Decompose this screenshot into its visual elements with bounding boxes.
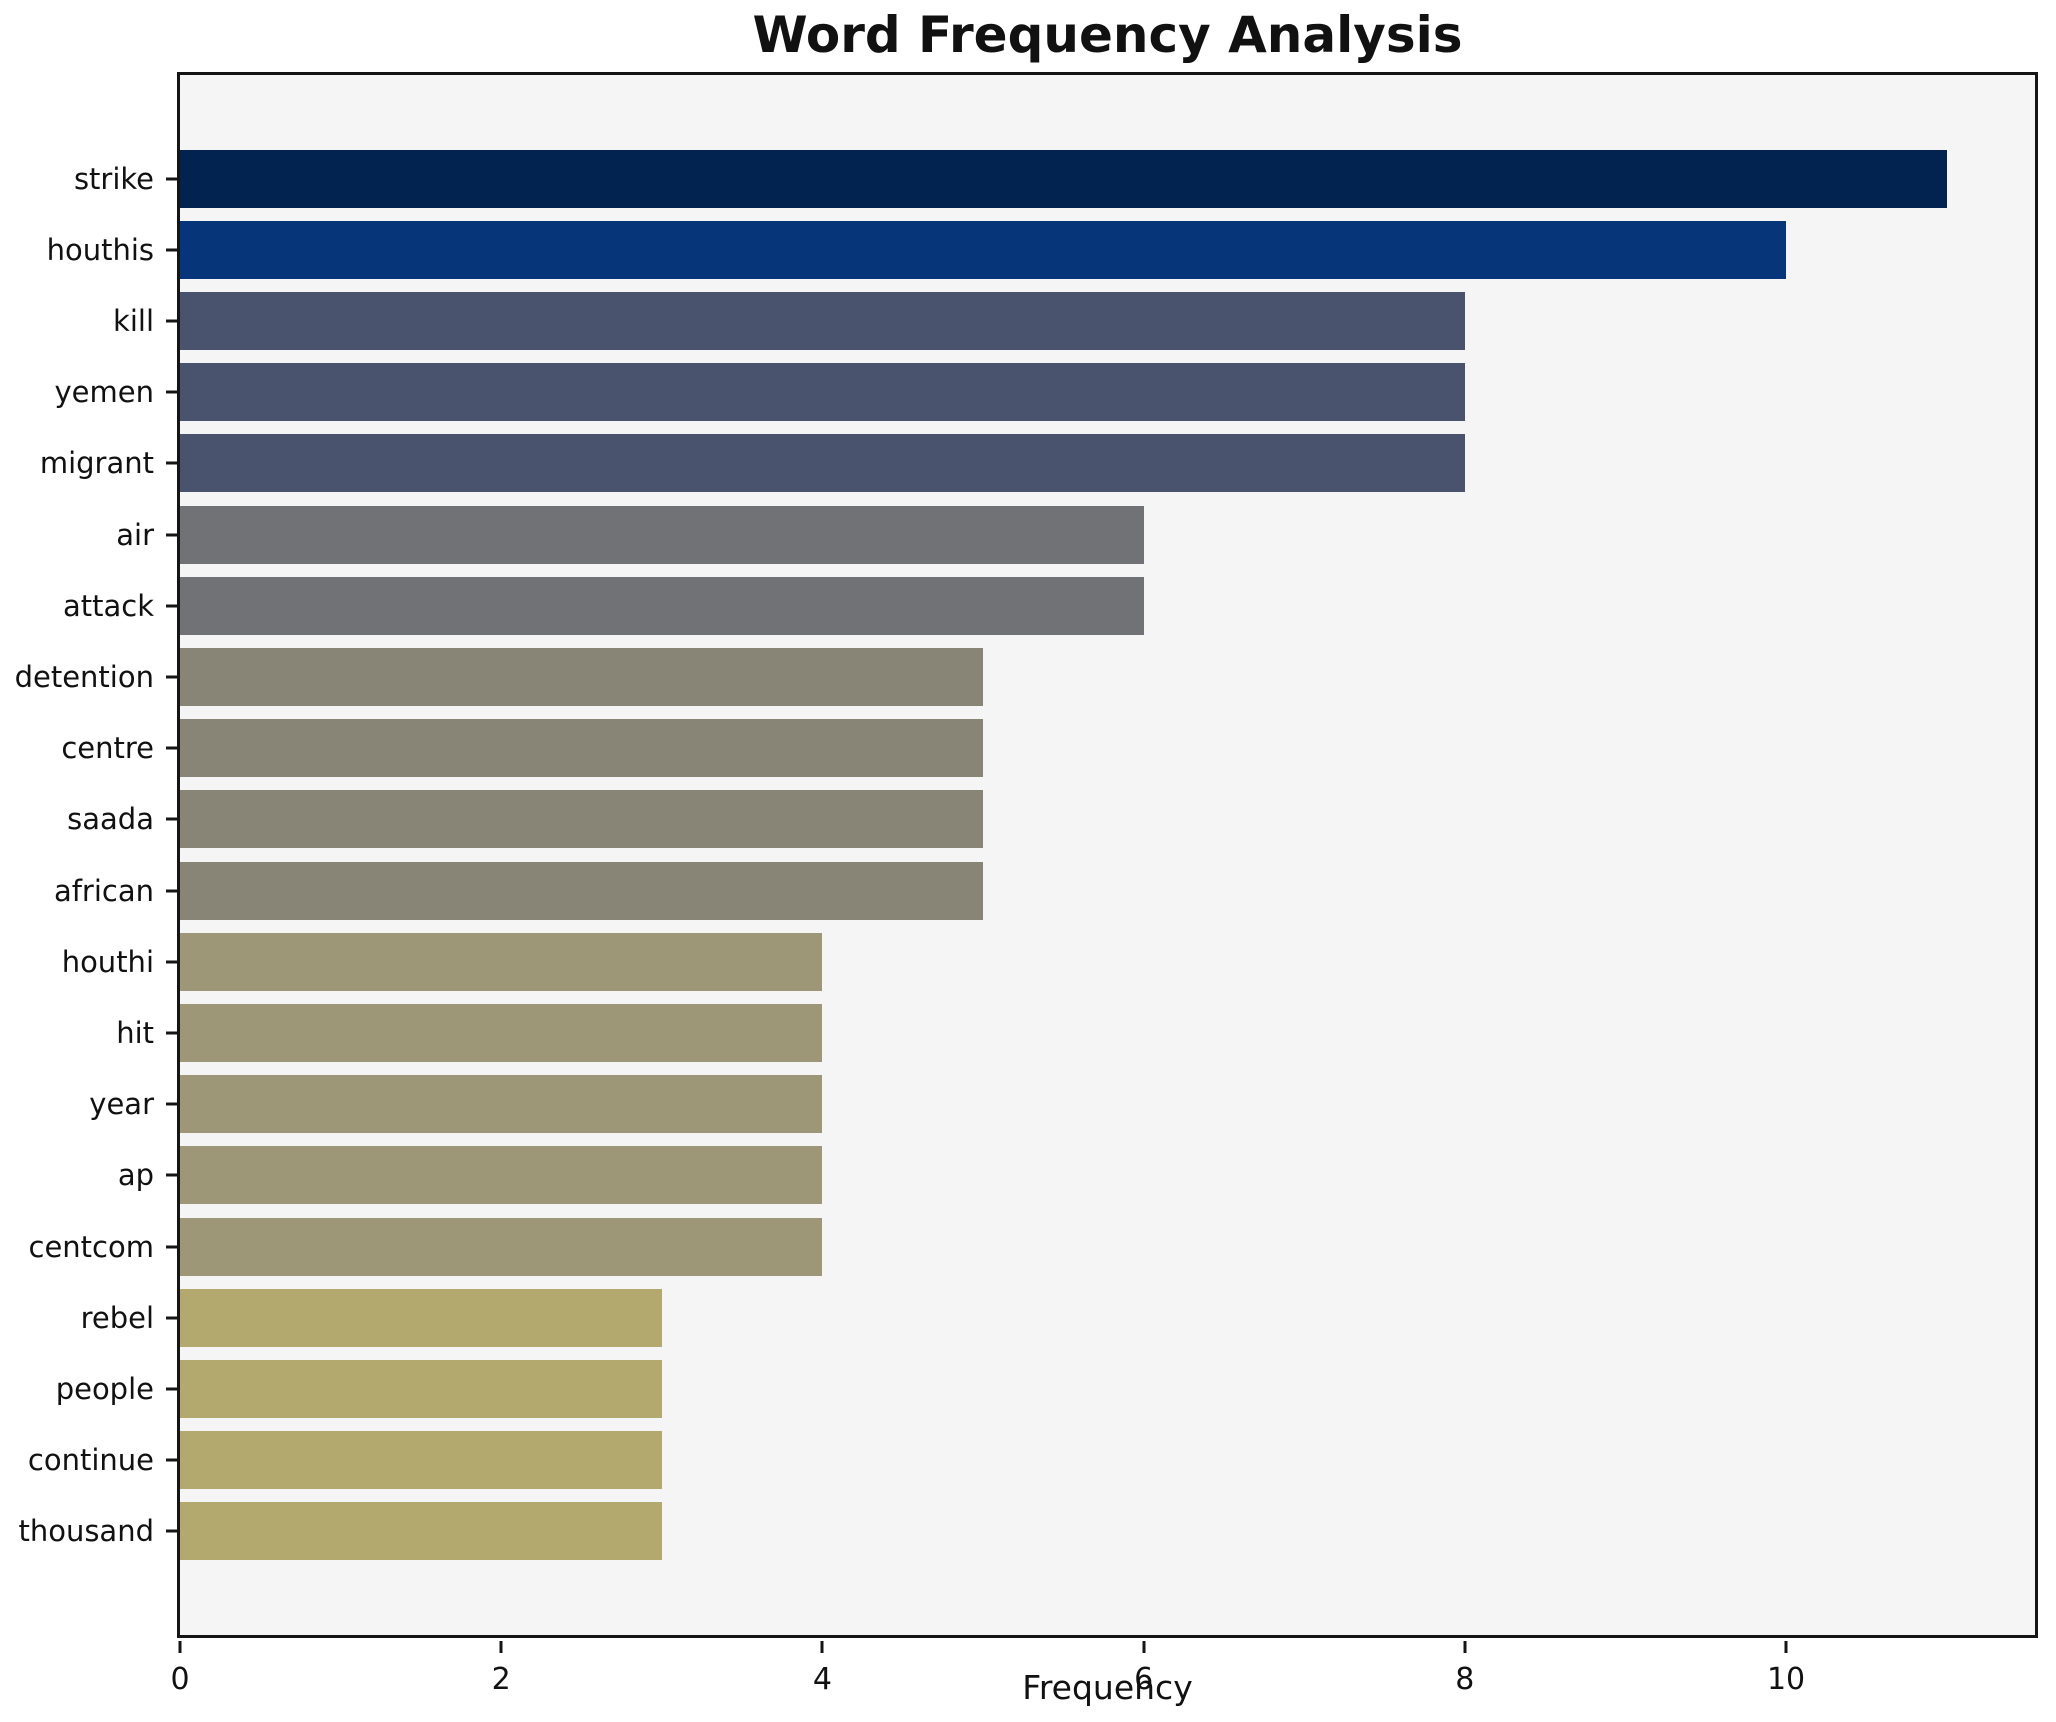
y-tick-label: houthi — [61, 944, 154, 979]
y-tick-label: strike — [73, 161, 154, 196]
bar — [180, 363, 1465, 422]
bar — [180, 1288, 662, 1347]
y-tick-mark — [166, 248, 177, 252]
y-tick-mark — [166, 177, 177, 181]
x-tick-mark — [1142, 1641, 1146, 1653]
x-tick-label: 6 — [1134, 1662, 1154, 1697]
y-tick-mark — [166, 817, 177, 821]
bar-row: hit — [116, 997, 2035, 1068]
bar-row: houthi — [62, 926, 2035, 997]
bar — [180, 1146, 823, 1205]
bar-row: people — [56, 1353, 2035, 1424]
y-tick-label: migrant — [39, 446, 154, 481]
y-tick-mark — [166, 746, 177, 750]
y-tick-mark — [166, 1458, 177, 1462]
bar — [180, 790, 984, 849]
bar-row: centre — [61, 713, 2035, 784]
y-tick-label: kill — [113, 304, 154, 338]
y-tick-mark — [166, 675, 177, 679]
y-tick-label: attack — [62, 588, 154, 623]
y-tick-mark — [166, 604, 177, 608]
bar — [180, 1217, 823, 1276]
bar-row: migrant — [40, 428, 2035, 499]
bar — [180, 648, 984, 707]
y-tick-mark — [166, 1173, 177, 1177]
x-tick-label: 10 — [1766, 1662, 1806, 1697]
y-tick-label: air — [116, 517, 154, 552]
y-tick-mark — [166, 461, 177, 465]
x-tick-label: 8 — [1455, 1662, 1475, 1697]
x-tick-mark — [1784, 1641, 1788, 1653]
bar-row: african — [54, 855, 2035, 926]
bar — [180, 861, 984, 920]
y-tick-mark — [166, 1316, 177, 1320]
bar-row: rebel — [81, 1282, 2035, 1353]
y-tick-label: hit — [116, 1016, 154, 1051]
bar — [180, 1075, 823, 1134]
y-tick-mark — [166, 1031, 177, 1035]
y-tick-label: year — [89, 1087, 154, 1122]
y-tick-label: people — [55, 1372, 154, 1407]
bar — [180, 292, 1465, 350]
bar-row: continue — [28, 1425, 2035, 1496]
bar — [180, 1502, 662, 1561]
x-tick-mark — [499, 1641, 503, 1653]
bar-row: saada — [67, 784, 2035, 855]
bar — [180, 1431, 662, 1490]
plot-area: strike houthis kill yemen migrant air attack de… — [15, 72, 2038, 1697]
y-tick-mark — [166, 1529, 177, 1533]
x-tick-mark — [1463, 1641, 1467, 1653]
y-tick-label: centcom — [28, 1229, 154, 1264]
bar-row: air — [116, 499, 2035, 570]
y-tick-mark — [166, 390, 177, 394]
bar — [180, 434, 1465, 493]
bar-row: attack — [63, 570, 2035, 641]
bar-row: houthis — [47, 214, 2035, 285]
y-tick-mark — [166, 533, 177, 537]
x-axis-label: Frequency — [1022, 1668, 1193, 1707]
y-tick-label: centre — [61, 731, 154, 766]
bar — [180, 149, 1947, 208]
y-tick-mark — [166, 889, 177, 893]
y-tick-label: thousand — [18, 1514, 154, 1549]
y-tick-mark — [166, 1387, 177, 1391]
x-tick-label: 2 — [491, 1662, 511, 1697]
bar — [180, 1360, 662, 1419]
y-tick-mark — [166, 960, 177, 964]
bar-row: ap — [118, 1140, 2035, 1211]
x-tick-label: 0 — [170, 1662, 190, 1697]
y-tick-mark — [166, 319, 177, 323]
y-tick-label: detention — [14, 660, 154, 695]
bar-row: detention — [15, 641, 2035, 712]
x-tick-mark — [178, 1641, 182, 1653]
y-tick-label: houthis — [46, 232, 154, 267]
bar — [180, 505, 1144, 564]
y-tick-label: ap — [117, 1158, 154, 1193]
bar — [180, 1004, 823, 1063]
y-tick-label: african — [53, 873, 154, 908]
x-tick-mark — [820, 1641, 824, 1653]
bar-row: strike — [74, 143, 2035, 214]
y-tick-label: yemen — [54, 375, 154, 410]
y-tick-label: continue — [27, 1443, 154, 1478]
bar-row: year — [89, 1069, 2035, 1140]
bar — [180, 576, 1144, 635]
bar-row: thousand — [18, 1496, 2035, 1567]
bar-row: centcom — [29, 1211, 2035, 1282]
y-tick-label: saada — [67, 802, 154, 837]
bar-row: kill — [113, 285, 2035, 356]
y-tick-mark — [166, 1245, 177, 1249]
bar-row: yemen — [55, 357, 2035, 428]
bar — [180, 932, 823, 991]
x-tick-label: 4 — [812, 1662, 832, 1697]
bar-group: strike houthis kill yemen migrant air attack de… — [15, 75, 2035, 1635]
bar — [180, 220, 1787, 279]
chart-title: Word Frequency Analysis — [752, 6, 1463, 64]
bar — [180, 719, 984, 778]
y-tick-mark — [166, 1102, 177, 1106]
y-tick-label: rebel — [80, 1300, 154, 1335]
